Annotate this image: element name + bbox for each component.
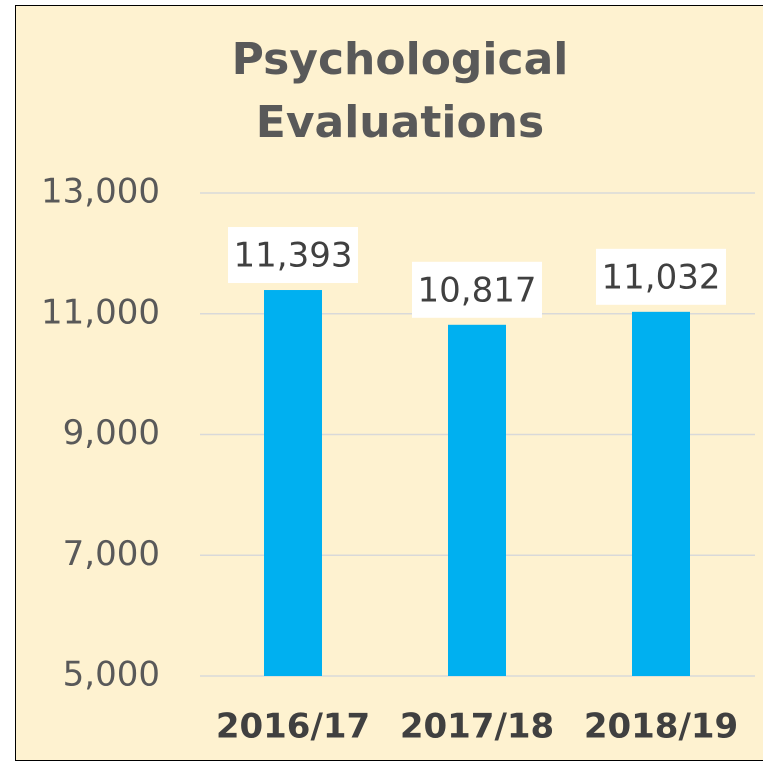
- data-label: 10,817: [418, 270, 537, 310]
- bar: [448, 324, 506, 676]
- y-tick-label: 13,000: [41, 172, 160, 212]
- bar: [632, 311, 690, 676]
- bar: [264, 290, 322, 676]
- data-label-box: [412, 261, 542, 318]
- data-label-box: [596, 248, 726, 305]
- x-tick-label: 2018/19: [584, 707, 738, 747]
- y-tick-label: 9,000: [63, 413, 160, 453]
- chart-title: Psychological Evaluations: [231, 34, 569, 148]
- x-tick-label: 2016/17: [216, 707, 370, 747]
- data-label: 11,032: [602, 257, 721, 297]
- y-tick-label: 7,000: [63, 534, 160, 574]
- x-tick-label: 2017/18: [400, 707, 554, 747]
- data-label: 11,393: [234, 236, 353, 276]
- y-tick-label: 11,000: [41, 292, 160, 332]
- data-label-box: [228, 227, 358, 284]
- y-tick-label: 5,000: [63, 655, 160, 695]
